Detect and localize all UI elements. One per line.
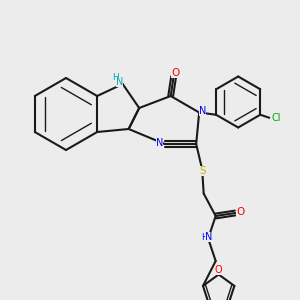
Text: N: N xyxy=(199,106,206,116)
Text: O: O xyxy=(171,68,179,78)
Text: Cl: Cl xyxy=(271,113,280,123)
Text: N: N xyxy=(116,76,123,87)
Text: N: N xyxy=(205,232,212,242)
Text: H: H xyxy=(112,73,119,82)
Text: S: S xyxy=(200,166,206,176)
Text: O: O xyxy=(215,265,223,275)
Text: O: O xyxy=(236,206,245,217)
Text: H: H xyxy=(201,232,208,242)
Text: N: N xyxy=(156,137,163,148)
